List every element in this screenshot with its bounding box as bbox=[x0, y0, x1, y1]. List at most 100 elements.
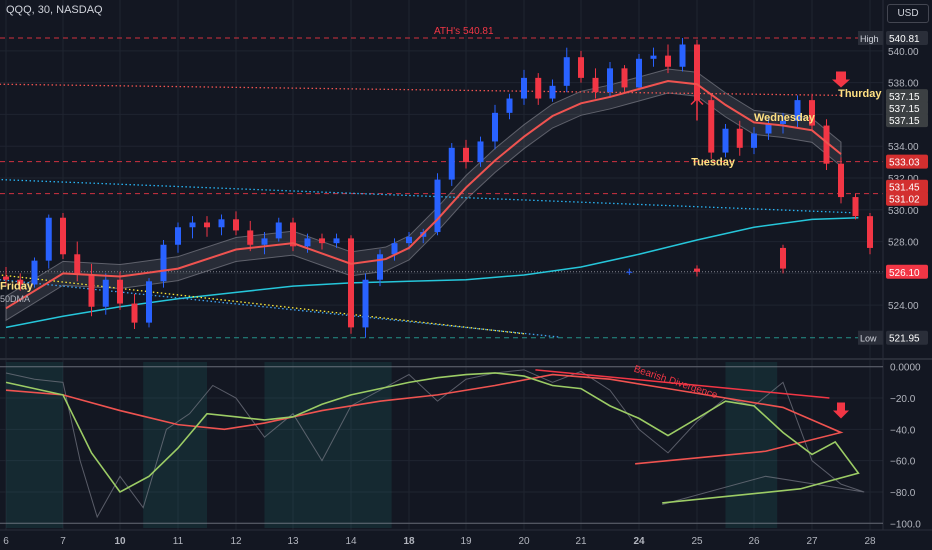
candle-body bbox=[290, 222, 296, 247]
trendline bbox=[0, 279, 559, 338]
candle-body bbox=[377, 254, 383, 280]
trendline bbox=[0, 83, 842, 97]
price-tick-label: 538.00 bbox=[888, 79, 919, 90]
currency-badge[interactable]: USD bbox=[887, 4, 929, 23]
candle-body bbox=[434, 179, 441, 233]
time-tick-label: 12 bbox=[230, 536, 242, 547]
candle-body bbox=[117, 279, 123, 304]
price-label-text: 537.15 bbox=[889, 92, 920, 103]
candle-body bbox=[463, 147, 469, 163]
candle-body bbox=[852, 197, 859, 217]
osc-down-arrow-icon bbox=[833, 402, 849, 419]
symbol-title[interactable]: QQQ, 30, NASDAQ bbox=[6, 4, 103, 16]
candle-body bbox=[17, 279, 24, 285]
annotation-label: Tuesday bbox=[691, 156, 736, 168]
candle-body bbox=[333, 238, 340, 244]
candle-body bbox=[362, 279, 369, 328]
osc-band bbox=[6, 362, 63, 528]
candle-body bbox=[578, 57, 584, 78]
candle-body bbox=[348, 238, 354, 328]
price-label-text: 531.45 bbox=[889, 183, 920, 194]
candle-body bbox=[621, 68, 628, 88]
candle-body bbox=[45, 217, 52, 261]
osc-series-line bbox=[5, 369, 865, 519]
price-tick-label: 530.00 bbox=[888, 206, 919, 217]
osc-series-line bbox=[5, 373, 844, 465]
candle-body bbox=[406, 236, 412, 244]
annotation-label: Friday bbox=[0, 280, 34, 292]
candle-body bbox=[175, 227, 181, 245]
candle-body bbox=[102, 279, 109, 307]
candle-body bbox=[247, 230, 254, 245]
candle-body bbox=[592, 77, 599, 93]
price-tick-label: 532.00 bbox=[888, 174, 919, 185]
candle-body bbox=[521, 77, 527, 99]
annotation-label: Wednesday bbox=[754, 112, 816, 124]
time-tick-label: 28 bbox=[864, 536, 876, 547]
price-label-text: 531.02 bbox=[889, 195, 920, 206]
down-arrow-icon bbox=[832, 71, 850, 88]
candle-body bbox=[722, 128, 729, 153]
price-label-text: 533.03 bbox=[889, 158, 920, 169]
candle-body bbox=[304, 238, 311, 247]
price-tick-label: 524.00 bbox=[888, 301, 919, 312]
time-tick-label: 18 bbox=[403, 536, 415, 547]
candle-body bbox=[867, 216, 873, 248]
candle-body bbox=[88, 274, 95, 307]
candle-body bbox=[694, 44, 700, 101]
candle-body bbox=[492, 112, 498, 142]
ema-band bbox=[5, 68, 842, 322]
candle-body bbox=[694, 268, 700, 272]
candle-body bbox=[838, 163, 844, 198]
time-tick-label: 6 bbox=[3, 536, 9, 547]
price-label-box bbox=[886, 179, 928, 194]
divergence-label: Bearish Divergence bbox=[632, 364, 719, 402]
annotation-label: Thurday bbox=[838, 88, 882, 100]
candle-body bbox=[736, 128, 743, 148]
price-label-text: 537.15 bbox=[889, 104, 920, 115]
candle-body bbox=[626, 271, 633, 273]
candle-body bbox=[233, 219, 239, 231]
candle-body bbox=[506, 98, 513, 113]
price-tick-label: 540.00 bbox=[888, 47, 919, 58]
time-tick-label: 11 bbox=[173, 536, 184, 547]
price-label-box bbox=[886, 330, 928, 345]
candle-body bbox=[477, 141, 484, 163]
candle-body bbox=[780, 120, 786, 124]
price-tick-label: 534.00 bbox=[888, 142, 919, 153]
time-tick-label: 19 bbox=[460, 536, 472, 547]
candle-body bbox=[31, 260, 38, 285]
time-tick-label: 21 bbox=[575, 536, 587, 547]
candle-body bbox=[391, 243, 398, 255]
candle-body bbox=[549, 85, 556, 99]
price-label-box bbox=[886, 89, 928, 104]
candle-body bbox=[765, 123, 772, 134]
candle-body bbox=[563, 57, 570, 86]
candle-body bbox=[650, 55, 657, 59]
candle-body bbox=[535, 77, 542, 99]
price-label-box bbox=[886, 264, 928, 279]
annotation-label: 50DMA bbox=[0, 294, 30, 304]
time-tick-label: 7 bbox=[60, 536, 66, 547]
osc-series-line bbox=[5, 372, 860, 504]
osc-tick-label: 0.0000 bbox=[890, 363, 921, 374]
price-label-text: 526.10 bbox=[889, 268, 920, 279]
candle-body bbox=[189, 222, 196, 228]
price-tick-label: 528.00 bbox=[888, 238, 919, 249]
price-label-box bbox=[886, 30, 928, 45]
time-tick-label: 14 bbox=[345, 536, 357, 547]
price-label-box bbox=[886, 191, 928, 206]
osc-tick-label: −100.0 bbox=[890, 519, 921, 530]
price-label-text: 521.95 bbox=[889, 334, 920, 345]
price-label-text: 540.81 bbox=[889, 34, 920, 45]
price-label-tag bbox=[858, 330, 883, 345]
price-label-text: 537.15 bbox=[889, 116, 920, 127]
time-tick-label: 27 bbox=[806, 536, 818, 547]
candle-body bbox=[74, 254, 81, 275]
trendline bbox=[0, 178, 859, 214]
candle-body bbox=[809, 100, 815, 126]
osc-band bbox=[143, 362, 207, 528]
candle-body bbox=[448, 147, 455, 180]
candle-body bbox=[204, 222, 210, 228]
